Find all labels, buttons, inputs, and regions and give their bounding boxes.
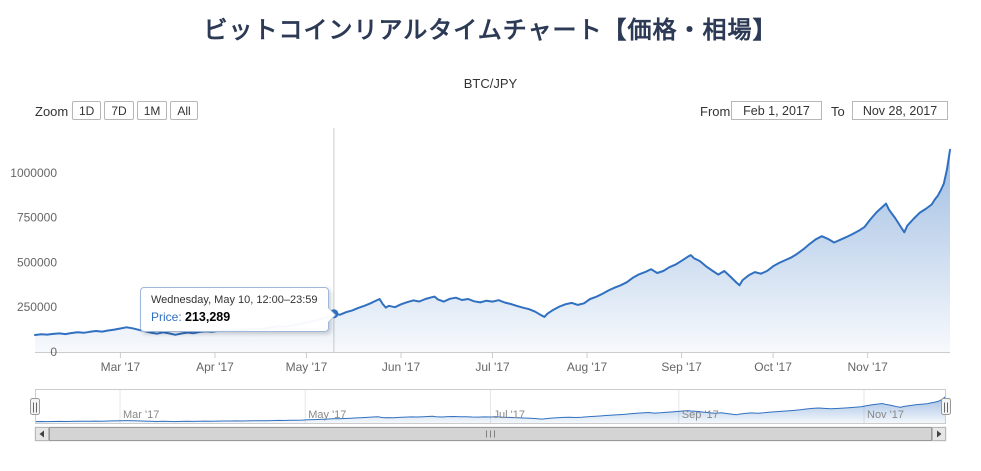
zoom-button-1m[interactable]: 1M [136, 101, 168, 120]
x-axis-label: Jul '17 [475, 360, 510, 374]
chart-tooltip: Wednesday, May 10, 12:00–23:59 Price: 21… [140, 287, 336, 332]
navigator-axis-label: Mar '17 [123, 409, 159, 421]
navigator-handle-left[interactable] [30, 398, 40, 415]
x-axis-label: Apr '17 [196, 360, 234, 374]
scrollbar-right-button[interactable] [932, 427, 946, 441]
to-date-input[interactable] [852, 101, 948, 120]
page-title: ビットコインリアルタイムチャート【価格・相場】 [203, 17, 778, 44]
scrollbar-right-arrow-icon [937, 430, 942, 438]
y-axis-label: 750000 [17, 211, 57, 225]
navigator-handle-right-lines [944, 402, 948, 413]
x-axis-label: Nov '17 [847, 360, 888, 374]
y-axis-label: 250000 [17, 300, 57, 314]
tooltip-price: Price: 213,289 [151, 310, 318, 324]
navigator-axis-label: Nov '17 [867, 409, 904, 421]
zoom-button-1d[interactable]: 1D [72, 101, 102, 120]
x-axis-label: May '17 [286, 360, 328, 374]
zoom-button-all[interactable]: All [170, 101, 198, 120]
price-line[interactable] [34, 148, 951, 336]
navigator-line [34, 395, 947, 423]
y-axis-label: 0 [50, 345, 57, 359]
tooltip-date: Wednesday, May 10, 12:00–23:59 [151, 294, 318, 306]
chart-subtitle: BTC/JPY [463, 76, 518, 91]
navigator-axis-label: Jul '17 [494, 409, 525, 421]
zoom-button-7d[interactable]: 7D [104, 101, 134, 120]
navigator-axis-label: May '17 [308, 409, 346, 421]
navigator-handle-right[interactable] [941, 398, 951, 415]
navigator-handle-left-lines [33, 402, 37, 413]
y-axis-label: 1000000 [10, 166, 57, 180]
price-chart[interactable]: 0 250000 500000 750000 1000000 Mar '17 Apr '17… [0, 125, 981, 385]
navigator-handle-left-grip[interactable] [30, 398, 40, 415]
x-axis-label: Oct '17 [754, 360, 792, 374]
scrollbar-thumb-grip [486, 430, 495, 438]
to-label: To [831, 104, 845, 119]
tooltip-price-value: 213,289 [185, 310, 231, 324]
y-axis-label: 500000 [17, 255, 57, 269]
x-axis-label: Jun '17 [382, 360, 421, 374]
x-axis-label: Sep '17 [661, 360, 702, 374]
price-area [35, 149, 950, 352]
from-label: From [700, 104, 731, 119]
tooltip-price-label: Price: [151, 310, 182, 324]
zoom-label: Zoom [35, 104, 69, 119]
x-axis-label: Aug '17 [567, 360, 608, 374]
navigator-area [35, 396, 946, 424]
chart-navigator[interactable]: Mar '17 May '17 Jul '17 Sep '17 Nov '17 [0, 385, 981, 471]
zoom-button-group: 1D 7D 1M All [72, 101, 198, 120]
scrollbar-left-button[interactable] [35, 427, 49, 441]
scrollbar-left-arrow-icon [39, 430, 44, 438]
navigator-axis-label: Sep '17 [682, 409, 719, 421]
from-date-input[interactable] [731, 101, 822, 120]
navigator-handle-right-grip[interactable] [941, 398, 951, 415]
x-axis-label: Mar '17 [101, 360, 141, 374]
